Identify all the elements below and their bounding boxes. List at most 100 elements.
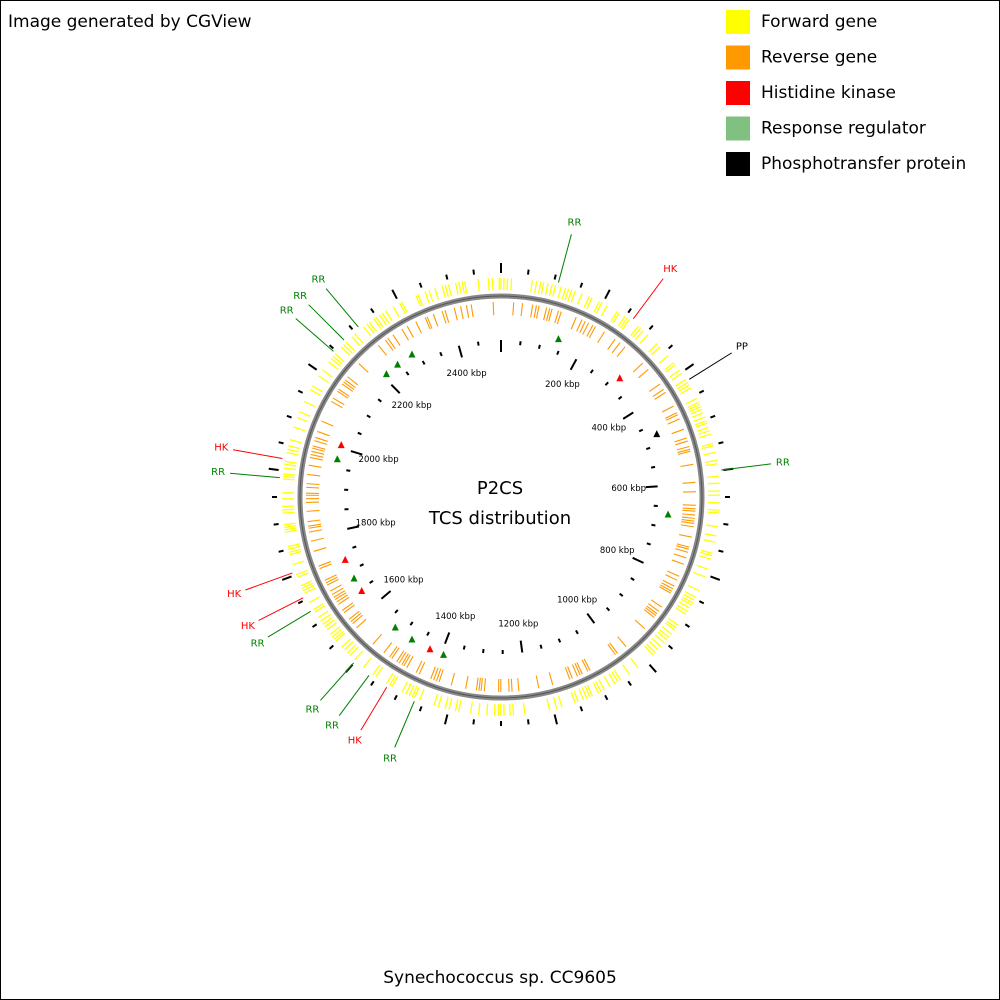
ruler-label: 1400 kbp bbox=[435, 612, 475, 622]
inner-minor-tick bbox=[645, 446, 651, 451]
forward-gene bbox=[688, 404, 700, 411]
forward-gene bbox=[683, 593, 695, 601]
forward-gene bbox=[694, 420, 707, 426]
reverse-gene bbox=[667, 570, 680, 577]
forward-gene bbox=[677, 604, 688, 613]
reverse-gene bbox=[609, 642, 618, 654]
forward-gene bbox=[392, 306, 400, 318]
outer-tick bbox=[579, 282, 584, 288]
inner-minor-tick bbox=[477, 341, 480, 346]
forward-gene bbox=[345, 341, 355, 352]
forward-gene bbox=[657, 631, 668, 641]
forward-gene bbox=[333, 630, 344, 640]
reverse-gene bbox=[661, 582, 674, 590]
forward-gene bbox=[447, 284, 453, 297]
reverse-gene bbox=[674, 437, 688, 443]
outer-tick bbox=[445, 274, 449, 280]
outer-tick bbox=[273, 523, 279, 526]
reverse-gene bbox=[650, 599, 663, 608]
reverse-gene bbox=[581, 659, 589, 672]
forward-gene bbox=[561, 287, 567, 300]
forward-gene bbox=[630, 658, 639, 669]
reverse-gene bbox=[680, 524, 694, 528]
legend-label: Response regulator bbox=[761, 119, 926, 139]
forward-gene bbox=[340, 346, 351, 356]
reverse-gene bbox=[564, 667, 571, 680]
forward-gene bbox=[665, 364, 676, 373]
legend-label: Phosphotransfer protein bbox=[761, 154, 966, 174]
forward-gene bbox=[284, 529, 297, 533]
tcs-marker bbox=[333, 455, 341, 463]
forward-gene bbox=[346, 644, 357, 654]
forward-gene bbox=[693, 571, 706, 578]
reverse-gene bbox=[338, 388, 350, 397]
reverse-gene bbox=[317, 430, 330, 437]
outer-tick bbox=[710, 414, 716, 419]
forward-gene bbox=[671, 372, 683, 381]
forward-gene bbox=[677, 381, 689, 390]
forward-gene bbox=[297, 572, 309, 579]
tcs-marker bbox=[337, 441, 345, 449]
forward-gene bbox=[411, 685, 418, 698]
reverse-gene bbox=[334, 592, 347, 600]
reverse-gene bbox=[530, 304, 534, 318]
forward-gene bbox=[330, 626, 341, 635]
forward-gene bbox=[308, 596, 321, 604]
reverse-gene bbox=[307, 519, 321, 523]
forward-gene bbox=[600, 305, 608, 317]
forward-gene bbox=[318, 375, 329, 384]
reverse-gene bbox=[401, 653, 409, 666]
reverse-gene bbox=[510, 678, 513, 692]
forward-gene bbox=[362, 326, 372, 337]
forward-gene bbox=[283, 473, 296, 476]
reverse-gene bbox=[671, 559, 685, 565]
inner-minor-tick bbox=[604, 381, 609, 386]
forward-gene bbox=[687, 401, 699, 409]
reverse-gene bbox=[306, 509, 320, 512]
outer-tick bbox=[297, 600, 304, 605]
forward-gene bbox=[401, 301, 408, 313]
reverse-gene bbox=[325, 576, 338, 584]
forward-gene bbox=[534, 280, 538, 293]
inner-minor-tick bbox=[575, 629, 579, 635]
callout-line bbox=[632, 278, 664, 320]
outer-tick bbox=[286, 414, 292, 419]
reverse-gene bbox=[576, 662, 583, 675]
reverse-gene bbox=[567, 666, 573, 679]
forward-gene bbox=[379, 314, 387, 326]
map-subtitle: TCS distribution bbox=[428, 508, 571, 529]
forward-gene bbox=[457, 699, 462, 712]
inner-minor-tick bbox=[426, 631, 430, 636]
forward-gene bbox=[312, 603, 324, 611]
reverse-gene bbox=[459, 306, 464, 320]
forward-gene bbox=[639, 334, 649, 344]
forward-gene bbox=[296, 416, 309, 423]
outer-tick bbox=[553, 714, 558, 725]
forward-gene bbox=[705, 463, 718, 467]
callout-label: RR bbox=[325, 720, 339, 731]
reverse-gene bbox=[418, 662, 426, 675]
reverse-gene bbox=[406, 325, 414, 338]
reverse-gene bbox=[574, 663, 581, 676]
forward-gene bbox=[341, 638, 351, 648]
forward-gene bbox=[691, 412, 704, 419]
forward-gene bbox=[289, 438, 302, 444]
forward-gene bbox=[700, 551, 713, 557]
outer-tick bbox=[718, 549, 724, 553]
legend-swatch bbox=[726, 152, 750, 176]
forward-gene bbox=[659, 629, 670, 639]
reverse-gene bbox=[664, 412, 678, 419]
forward-gene bbox=[408, 684, 415, 697]
inner-major-tick bbox=[457, 345, 463, 358]
forward-gene bbox=[486, 703, 489, 716]
legend-label: Histidine kinase bbox=[761, 83, 896, 103]
reverse-gene bbox=[632, 362, 644, 373]
callout-line bbox=[295, 318, 334, 352]
forward-gene bbox=[362, 657, 372, 668]
forward-gene bbox=[700, 549, 713, 555]
forward-gene bbox=[401, 681, 409, 693]
reverse-gene bbox=[312, 447, 325, 452]
reverse-gene bbox=[617, 636, 627, 647]
forward-gene bbox=[512, 703, 515, 716]
reverse-gene bbox=[661, 405, 674, 413]
